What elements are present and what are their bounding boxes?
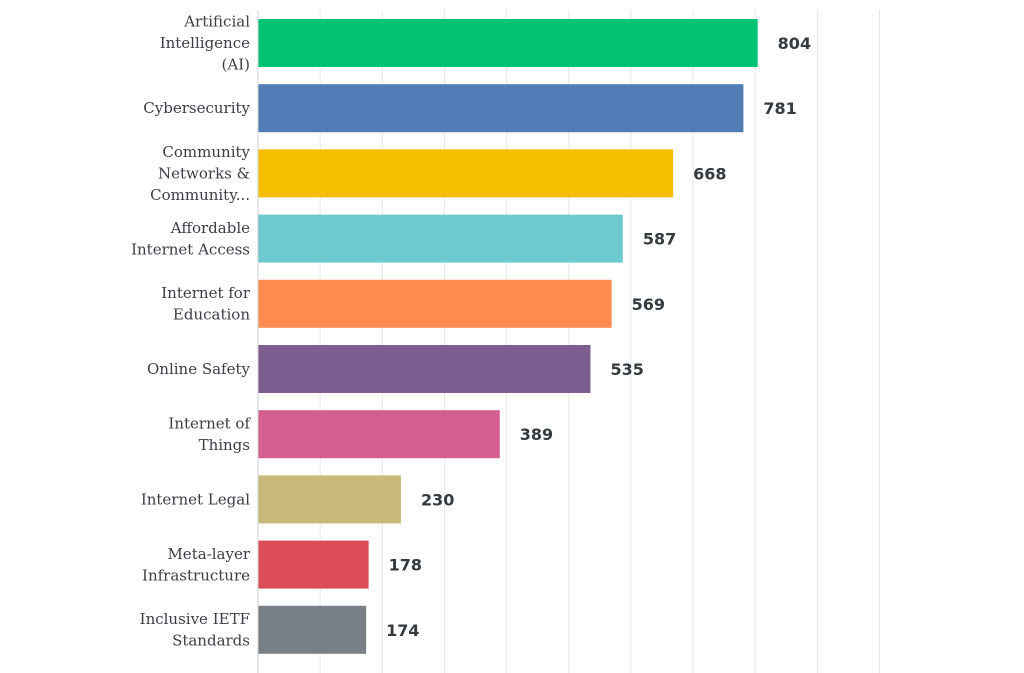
data-label: 389 (520, 425, 553, 444)
category-label-line: Internet for (161, 284, 251, 302)
data-label: 781 (763, 99, 796, 118)
category-label-line: Things (199, 436, 250, 454)
category-label-line: Infrastructure (142, 566, 250, 584)
bar (258, 410, 500, 459)
category-label-line: Intelligence (160, 34, 250, 52)
bar (258, 214, 623, 263)
category-label-line: Affordable (170, 219, 250, 237)
value-labels: 804 781 668 587 569 535 389 230 178 174 (386, 34, 811, 640)
bar (258, 540, 369, 589)
data-label: 230 (421, 490, 454, 509)
category-label: Inclusive IETF Standards (140, 610, 250, 650)
category-label: Internet Legal (141, 490, 250, 508)
data-label: 587 (643, 230, 676, 249)
category-label-line: Internet Access (131, 240, 250, 258)
category-label-line: Internet Legal (141, 490, 250, 508)
category-label-line: Community (162, 143, 250, 161)
category-label-line: Community... (150, 186, 250, 204)
bar (258, 345, 591, 393)
data-label: 569 (632, 295, 665, 314)
category-label-line: Artificial (183, 13, 250, 31)
category-label-line: Online Safety (147, 360, 251, 378)
category-label-line: Cybersecurity (143, 99, 250, 117)
category-label-line: (AI) (222, 56, 250, 74)
category-label-line: Education (173, 306, 250, 324)
category-labels: Artificial Intelligence (AI) Cybersecurity C… (131, 13, 251, 650)
category-label: Internet for Education (161, 284, 251, 324)
category-label: Meta-layer Infrastructure (142, 545, 251, 585)
category-label-line: Standards (172, 632, 250, 650)
category-label: Cybersecurity (143, 99, 250, 117)
data-label: 804 (778, 34, 811, 53)
bar (258, 149, 674, 198)
data-label: 668 (693, 164, 726, 183)
category-label-line: Inclusive IETF (140, 610, 250, 628)
data-label: 535 (611, 360, 644, 379)
category-label: Internet of Things (168, 414, 251, 454)
data-label: 178 (389, 556, 422, 575)
bar (258, 475, 401, 524)
bar (258, 84, 744, 133)
bars (258, 19, 758, 654)
category-label: Affordable Internet Access (131, 219, 250, 259)
bar (258, 19, 758, 67)
category-label-line: Internet of (168, 414, 251, 432)
category-label: Artificial Intelligence (AI) (160, 13, 251, 74)
category-label: Community Networks & Community... (150, 143, 250, 204)
bar (258, 605, 367, 654)
category-label-line: Networks & (158, 164, 250, 182)
category-label-line: Meta-layer (167, 545, 250, 563)
bar (258, 279, 612, 328)
data-label: 174 (386, 621, 419, 640)
category-label: Online Safety (147, 360, 251, 378)
